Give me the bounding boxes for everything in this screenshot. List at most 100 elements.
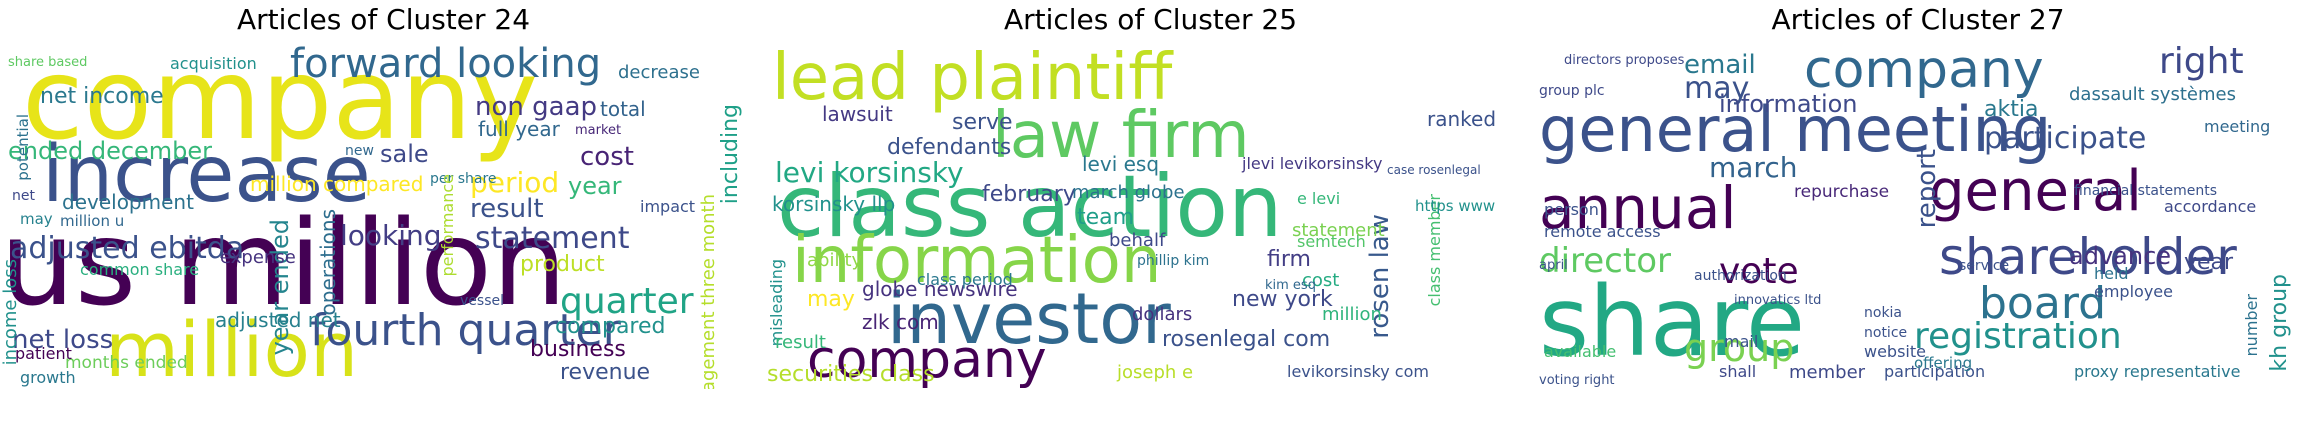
cloud-word: cost [580,142,634,172]
cloud-word: https www [1415,197,1496,215]
cloud-word: common share [80,260,200,279]
cloud-word: kim esq [1265,278,1316,293]
cloud-word: annual [1539,174,1737,242]
cloud-word: shareholder [1939,228,2237,286]
cloud-word: service [1959,258,2010,274]
cloud-word: management three month [698,194,719,389]
cloud-word: shall [1719,362,1757,381]
cloud-word: advance [2069,242,2172,270]
cloud-word: zlk com [862,310,939,334]
cloud-word: information [792,224,1162,298]
cloud-word: website [1864,342,1926,361]
cloud-word: million [1322,304,1382,325]
cloud-word: employee [2094,282,2173,301]
cloud-word: securities class [767,362,935,387]
cloud-word: may [807,287,855,312]
cloud-word: person [1544,200,1599,219]
cloud-word: class period [917,270,1013,289]
cluster-24-panel: Articles of Cluster 24 company us millio… [0,0,767,435]
cloud-word: net income [40,84,164,109]
cloud-word: share [1539,266,1806,378]
cloud-word: nokia [1864,305,1903,321]
cloud-word: non gaap [475,92,598,122]
cloud-word: statement [1292,220,1385,241]
cloud-word: available [1544,342,1617,361]
cloud-word: law firm [992,99,1250,173]
cloud-word: million compared [250,172,424,196]
cloud-word: new [345,143,374,159]
cloud-word: quarter [560,281,694,322]
cloud-word: potential [14,114,32,181]
cloud-word: million u [60,212,125,230]
cloud-word: vessel [460,293,504,309]
cloud-word: sale [380,140,429,168]
cloud-word: including [718,104,743,205]
cloud-word: lead plaintiff [772,44,1173,115]
cloud-word: korsinsky llp [772,192,896,216]
cloud-word: period [470,166,560,199]
cloud-word: serve [952,110,1013,135]
cloud-word: lawsuit [822,102,893,126]
cloud-word: notice [1864,325,1908,341]
cloud-word: new york [1232,287,1333,312]
cloud-word: march globe [1072,182,1185,203]
cloud-word: report [1912,149,1942,229]
cloud-word: voting right [1539,373,1615,388]
cloud-word: group plc [1539,83,1605,99]
cloud-word: forward looking [290,44,602,87]
cloud-word: compared [555,314,666,339]
cloud-word: information [1719,90,1858,118]
cloud-word: group [1684,326,1795,370]
cloud-word: april [1539,258,1568,273]
cloud-word: february [982,182,1076,207]
cloud-word: acquisition [170,54,257,73]
word-cloud: lead plaintiff class action law firm inf… [767,44,1534,389]
cloud-word: statement [475,221,630,256]
cloud-word: rosenlegal com [1162,327,1331,352]
cloud-word: ended december [8,137,213,165]
cloud-word: looking [340,219,442,252]
cloud-word: class action [777,157,1283,257]
cloud-word: result [470,194,544,224]
cloud-word: accordance [2164,197,2257,216]
cloud-word: held [2094,264,2129,283]
cloud-word: us million [0,194,567,332]
cloud-word: director [1539,241,1671,281]
cloud-word: levi esq [1082,152,1160,176]
word-cloud: company us million increase million forw… [0,44,767,389]
cloud-word: per share [430,171,497,187]
cloud-word: development [62,190,194,214]
cloud-word: million [105,305,359,389]
cloud-word: case rosenlegal [1387,163,1481,177]
cloud-word: globe newswire [862,277,1018,301]
cloud-word: levikorsinsky com [1287,362,1429,381]
cloud-word: ranked [1427,107,1497,131]
cloud-word: financial statements [2074,183,2218,199]
cloud-word: behalf [1109,230,1166,251]
cloud-word: year [2184,250,2234,275]
cloud-word: decrease [618,62,700,83]
cluster-title: Articles of Cluster 25 [1003,3,1298,36]
cloud-word: revenue [560,360,651,385]
cluster-25-panel: Articles of Cluster 25 lead plaintiff cl… [767,0,1534,435]
cloud-word: meeting [2204,117,2271,136]
cloud-word: email [1684,50,1756,80]
word-cloud: company general meeting annual general s… [1534,44,2302,389]
cloud-word: expense [220,247,296,268]
cloud-word: share based [8,55,88,70]
cloud-word: dassault systèmes [2069,84,2236,105]
cloud-word: business [530,337,626,362]
cloud-word: joseph e [1117,362,1194,383]
cloud-word: year [568,172,622,200]
cloud-word: months ended [65,353,188,373]
cloud-word: general meeting [1539,93,2052,166]
cloud-word: dollars [1132,304,1193,325]
cloud-word: adjusted ebitda [10,231,245,266]
cloud-word: levi korsinsky [775,156,964,189]
cloud-word: company [22,44,539,165]
cloud-word: year ended [266,219,294,356]
cloud-word: participate [1984,121,2147,156]
cluster-title: Articles of Cluster 24 [236,3,531,36]
cloud-word: semtech [1297,232,1366,251]
cloud-word: may [20,210,53,228]
